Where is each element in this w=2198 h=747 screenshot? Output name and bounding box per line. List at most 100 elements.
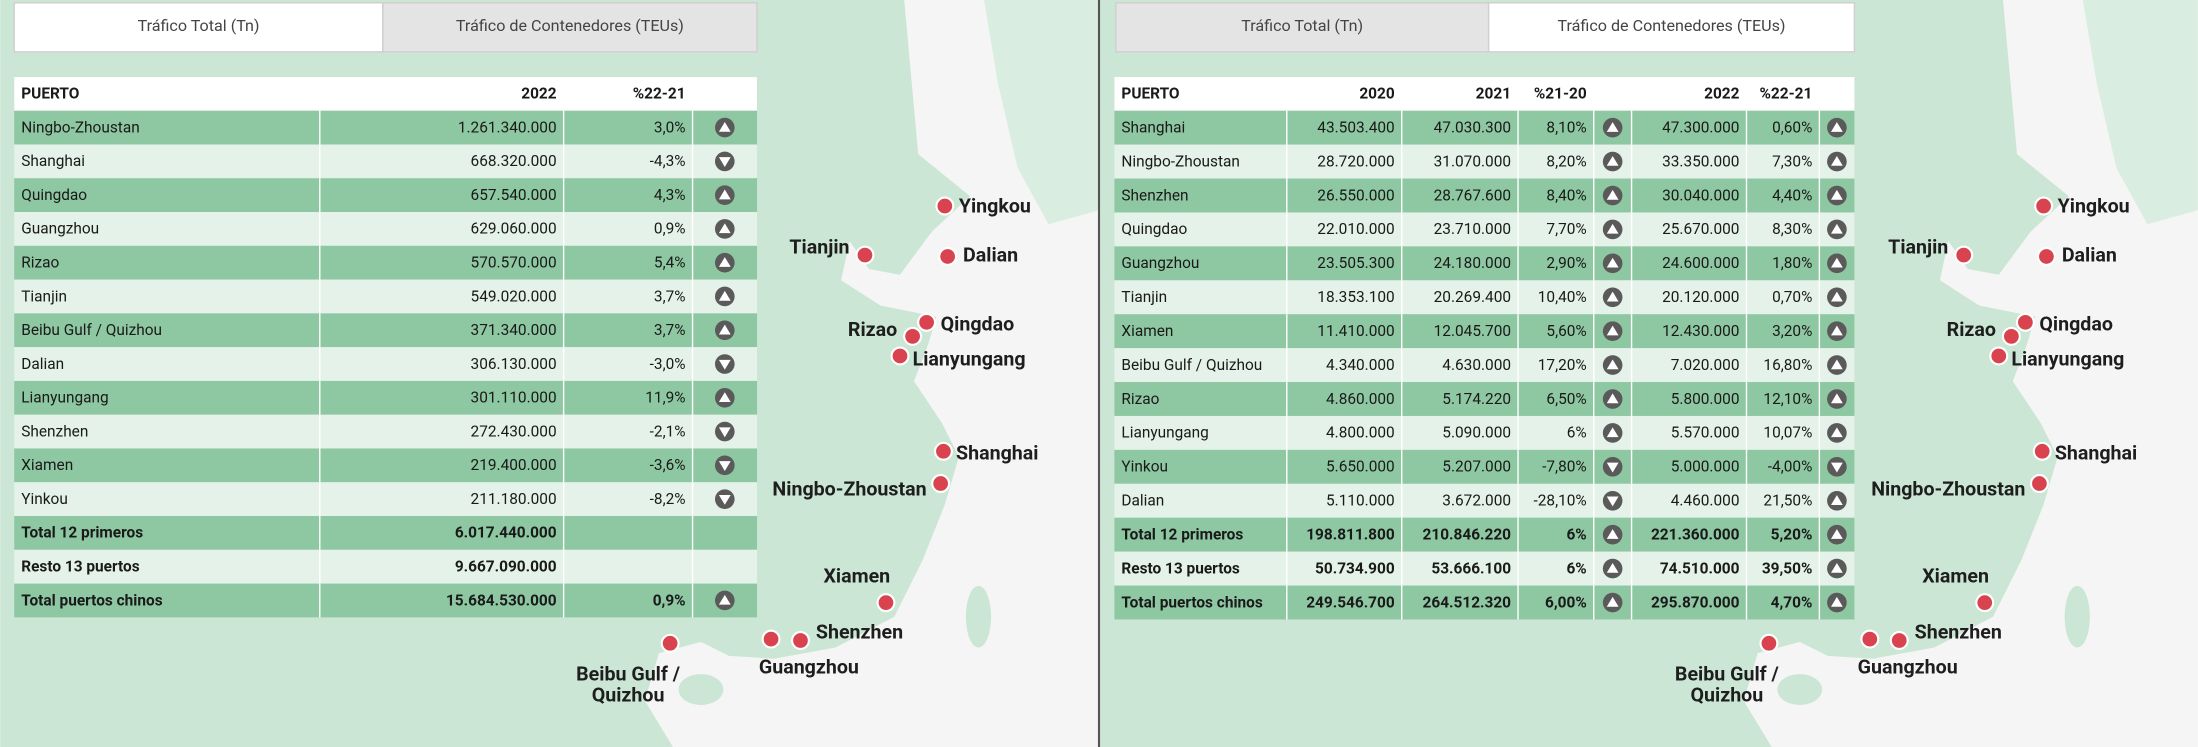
port-name: Xiamen bbox=[21, 456, 73, 474]
cell-value: 1.261.340.000 bbox=[458, 118, 557, 136]
cell-value: -3,0% bbox=[650, 355, 686, 373]
cell-value: 47.030.300 bbox=[1434, 118, 1511, 136]
port-label: Dalian bbox=[963, 244, 1018, 267]
cell-value: 5.000.000 bbox=[1671, 458, 1740, 476]
port-name: Rizao bbox=[21, 253, 59, 271]
port-label: Yingkou bbox=[959, 195, 1031, 218]
trend-icon bbox=[714, 117, 735, 138]
port-marker bbox=[933, 441, 953, 461]
trend-icon bbox=[1602, 423, 1623, 443]
port-name: Quingdao bbox=[21, 186, 87, 204]
port-name: Yinkou bbox=[1121, 458, 1168, 476]
port-label: Shenzhen bbox=[816, 621, 903, 644]
cell-value: 0,9% bbox=[654, 220, 686, 238]
tab bbox=[382, 2, 758, 53]
cell-value: 4.460.000 bbox=[1671, 492, 1740, 510]
column-header: PUERTO bbox=[1121, 85, 1179, 103]
trend-icon bbox=[1827, 117, 1847, 138]
cell-value: 272.430.000 bbox=[471, 422, 557, 440]
cell-value: 50.734.900 bbox=[1315, 559, 1395, 577]
cell-value: 306.130.000 bbox=[471, 355, 557, 373]
cell-value: 5.650.000 bbox=[1326, 458, 1395, 476]
cell-value: 8,10% bbox=[1546, 118, 1586, 136]
cell-value: -3,6% bbox=[650, 456, 686, 474]
trend-icon bbox=[714, 219, 735, 239]
tab-label: Tráfico Total (Tn) bbox=[138, 16, 260, 35]
cell-value: 4.630.000 bbox=[1442, 356, 1511, 374]
port-marker bbox=[660, 633, 680, 653]
trend-icon bbox=[1602, 151, 1623, 172]
trend-icon bbox=[1827, 490, 1847, 511]
cell-value: 3,0% bbox=[654, 118, 686, 136]
table-row bbox=[14, 549, 758, 584]
cell-value: 221.360.000 bbox=[1651, 525, 1740, 543]
trend-icon bbox=[1827, 219, 1847, 240]
cell-value: 26.550.000 bbox=[1317, 186, 1394, 204]
cell-value: 25.670.000 bbox=[1662, 220, 1739, 238]
table-row bbox=[14, 313, 758, 348]
cell-value: 0,9% bbox=[653, 591, 686, 609]
table-row bbox=[14, 178, 758, 213]
port-marker bbox=[931, 474, 951, 493]
column-header: %22-21 bbox=[633, 85, 686, 103]
trend-icon bbox=[1827, 287, 1847, 308]
cell-value: 1,80% bbox=[1772, 254, 1812, 272]
tab bbox=[1115, 2, 1490, 53]
cell-value: 4.800.000 bbox=[1326, 424, 1395, 442]
port-marker bbox=[1860, 629, 1880, 649]
table-row bbox=[1114, 246, 1855, 281]
table-row bbox=[14, 380, 758, 415]
trend-icon bbox=[1602, 287, 1623, 308]
port-marker bbox=[917, 312, 937, 332]
cell-value: 12,10% bbox=[1763, 390, 1812, 408]
port-name: Quingdao bbox=[1121, 220, 1187, 238]
cell-value: 16,80% bbox=[1763, 356, 1812, 374]
cell-value: 210.846.220 bbox=[1423, 525, 1512, 543]
table-row bbox=[14, 482, 758, 517]
cell-value: 5,60% bbox=[1546, 322, 1586, 340]
cell-value: 249.546.700 bbox=[1306, 593, 1395, 611]
cell-value: 23.505.300 bbox=[1317, 254, 1394, 272]
port-label: Tianjin bbox=[789, 235, 849, 258]
column-header: 2020 bbox=[1359, 85, 1395, 103]
port-name: Ningbo-Zhoustan bbox=[21, 118, 139, 136]
port-marker bbox=[2032, 441, 2052, 461]
cell-value: 8,40% bbox=[1546, 186, 1586, 204]
cell-value: 20.120.000 bbox=[1662, 288, 1739, 306]
cell-value: 6% bbox=[1566, 559, 1586, 577]
cell-value: 6% bbox=[1566, 525, 1586, 543]
cell-value: 24.600.000 bbox=[1662, 254, 1739, 272]
table-row bbox=[14, 347, 758, 381]
trend-icon bbox=[1827, 151, 1847, 172]
table-row bbox=[1114, 178, 1855, 213]
port-name: Total 12 primeros bbox=[21, 524, 143, 542]
port-label: Tianjin bbox=[1888, 235, 1948, 258]
cell-value: 20.269.400 bbox=[1434, 288, 1511, 306]
port-label: Beibu Gulf / bbox=[576, 663, 681, 686]
cell-value: 264.512.320 bbox=[1423, 593, 1512, 611]
port-label: Rizao bbox=[848, 318, 897, 341]
port-name: Shanghai bbox=[21, 152, 85, 170]
port-name: Resto 13 puertos bbox=[21, 557, 139, 575]
port-marker bbox=[935, 196, 955, 216]
port-name: Dalian bbox=[21, 355, 64, 373]
column-header: %21-20 bbox=[1534, 85, 1587, 103]
trend-icon bbox=[1602, 117, 1623, 138]
island bbox=[2064, 585, 2090, 648]
cell-value: 5.090.000 bbox=[1442, 424, 1511, 442]
cell-value: -2,1% bbox=[650, 422, 686, 440]
table-row bbox=[1114, 551, 1855, 586]
cell-value: 3,7% bbox=[654, 287, 686, 305]
trend-icon bbox=[1827, 355, 1847, 375]
trend-icon bbox=[1602, 219, 1623, 240]
cell-value: 295.870.000 bbox=[1651, 593, 1740, 611]
cell-value: 4.860.000 bbox=[1326, 390, 1395, 408]
cell-value: 3,20% bbox=[1772, 322, 1812, 340]
port-label: Qingdao bbox=[941, 312, 1015, 335]
port-name: Tianjin bbox=[1121, 288, 1167, 306]
cell-value: 39,50% bbox=[1762, 559, 1813, 577]
table-row bbox=[14, 516, 758, 550]
port-name: Total puertos chinos bbox=[21, 591, 162, 609]
panel: Tráfico Total (Tn) Tráfico de Contenedore… bbox=[1114, 2, 2137, 707]
port-label: Lianyungang bbox=[913, 347, 1026, 370]
